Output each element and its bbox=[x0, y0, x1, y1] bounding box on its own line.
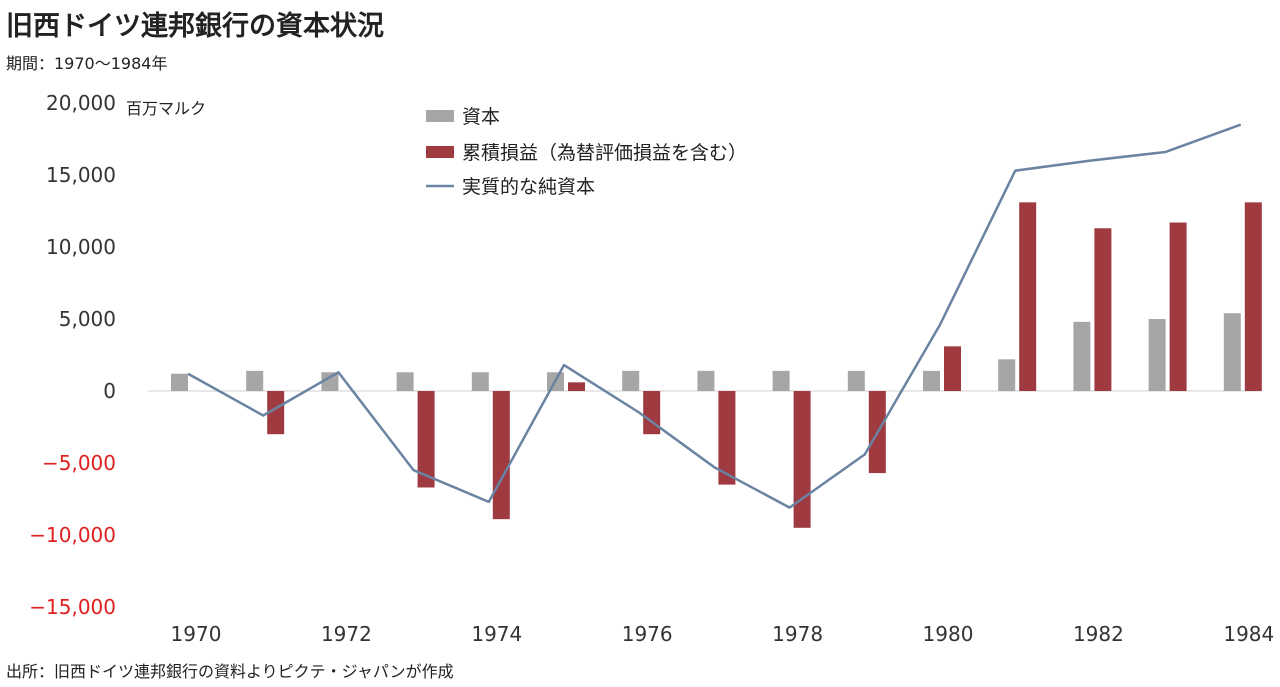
capital-bar bbox=[471, 372, 489, 391]
capital-bar bbox=[923, 370, 940, 391]
capital-bar bbox=[697, 370, 715, 391]
x-tick-label: 1978 bbox=[772, 622, 823, 646]
legend-swatch-losses bbox=[426, 146, 454, 158]
losses-bar bbox=[944, 346, 961, 391]
capital-bar bbox=[321, 372, 339, 391]
legend-swatch-capital bbox=[426, 110, 454, 122]
y-tick-label: 15,000 bbox=[46, 163, 116, 187]
losses-bar bbox=[718, 391, 736, 485]
losses-bar bbox=[417, 391, 435, 488]
y-unit-label: 百万マルク bbox=[126, 99, 206, 118]
losses-bar bbox=[1244, 202, 1262, 391]
y-tick-label: 10,000 bbox=[46, 235, 116, 259]
y-tick-label: −15,000 bbox=[29, 595, 116, 619]
chart-title: 旧西ドイツ連邦銀行の資本状況 bbox=[6, 11, 384, 42]
x-tick-label: 1980 bbox=[923, 622, 974, 646]
net-capital-line bbox=[187, 123, 1242, 509]
y-tick-label: 20,000 bbox=[46, 91, 116, 115]
losses-bar bbox=[568, 382, 585, 391]
y-tick-label: 0 bbox=[103, 379, 116, 403]
losses-bar bbox=[1019, 202, 1037, 391]
x-tick-label: 1976 bbox=[622, 622, 673, 646]
x-tick-label: 1984 bbox=[1223, 622, 1274, 646]
losses-bar bbox=[1094, 228, 1112, 391]
capital-bar bbox=[396, 372, 414, 391]
capital-bar bbox=[1073, 321, 1091, 391]
losses-bar bbox=[492, 391, 510, 520]
capital-bar bbox=[1148, 319, 1166, 391]
losses-bar bbox=[793, 391, 811, 528]
capital-bar bbox=[171, 373, 188, 391]
capital-bar bbox=[246, 370, 264, 391]
capital-bar bbox=[622, 370, 640, 391]
y-tick-label: −10,000 bbox=[29, 523, 116, 547]
capital-bar bbox=[998, 359, 1016, 391]
legend-label: 資本 bbox=[462, 106, 500, 128]
capital-bar bbox=[847, 370, 865, 391]
losses-bar bbox=[643, 391, 661, 435]
legend-label: 累積損益（為替評価損益を含む） bbox=[462, 142, 747, 164]
capital-bar bbox=[1223, 313, 1241, 391]
capital-bar bbox=[772, 370, 790, 391]
source-note: 出所：旧西ドイツ連邦銀行の資料よりピクテ・ジャパンが作成 bbox=[6, 662, 454, 681]
y-tick-label: −5,000 bbox=[42, 451, 116, 475]
x-tick-label: 1982 bbox=[1073, 622, 1124, 646]
x-tick-label: 1970 bbox=[171, 622, 222, 646]
x-tick-label: 1972 bbox=[321, 622, 372, 646]
chart-subtitle: 期間：1970〜1984年 bbox=[6, 54, 168, 73]
y-tick-label: 5,000 bbox=[59, 307, 116, 331]
legend-label: 実質的な純資本 bbox=[462, 176, 595, 198]
x-tick-label: 1974 bbox=[471, 622, 522, 646]
losses-bar bbox=[1169, 222, 1187, 391]
losses-bar bbox=[267, 391, 285, 435]
